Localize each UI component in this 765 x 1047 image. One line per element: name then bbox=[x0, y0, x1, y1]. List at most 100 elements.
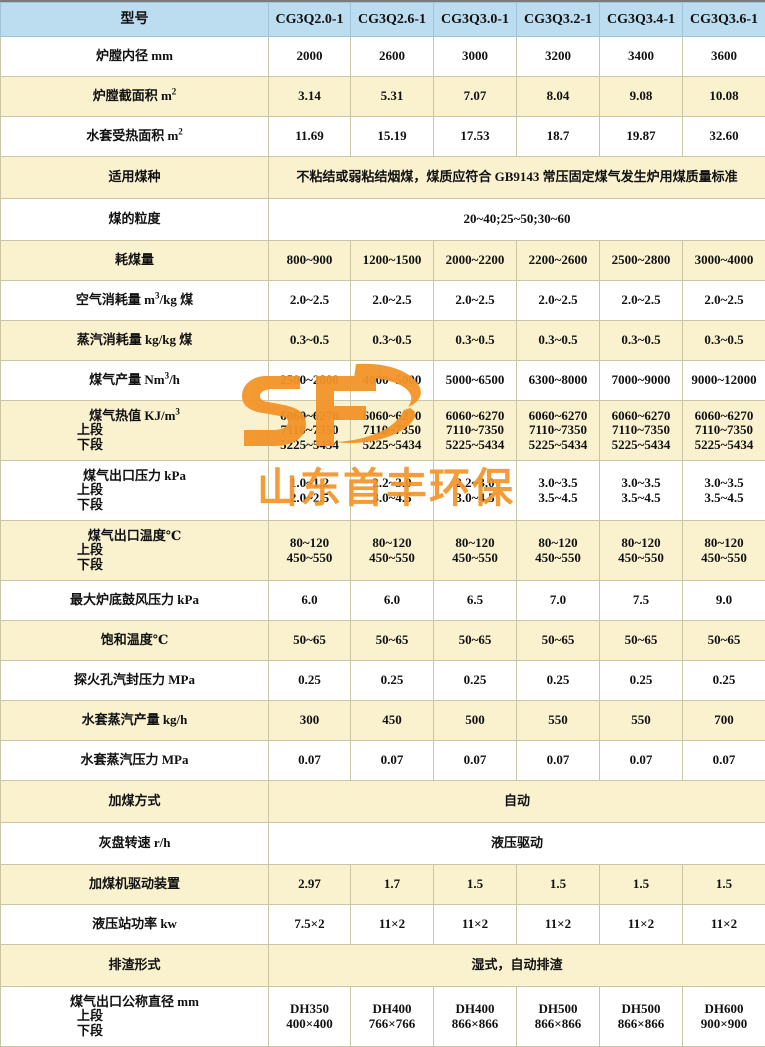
data-cell: 11×2 bbox=[351, 905, 434, 945]
row-label: 加煤机驱动装置 bbox=[1, 865, 269, 905]
row-label-line2: 上段 bbox=[3, 1009, 266, 1024]
table-row: 适用煤种不粘结或弱粘结烟煤，煤质应符合 GB9143 常压固定煤气发生炉用煤质量… bbox=[1, 157, 765, 199]
data-cell: 1.5 bbox=[600, 865, 683, 905]
data-cell: 300 bbox=[269, 701, 351, 741]
data-cell: 7.5×2 bbox=[269, 905, 351, 945]
row-label-line1: 煤气热值 KJ/m3 bbox=[3, 409, 266, 424]
data-cell: 2.0~2.5 bbox=[434, 281, 517, 321]
cell-value-lower: 866×866 bbox=[436, 1017, 514, 1032]
data-cell: 800~900 bbox=[269, 241, 351, 281]
data-cell: 0.3~0.5 bbox=[434, 321, 517, 361]
row-label-line1: 煤气出口公称直径 mm bbox=[3, 995, 266, 1010]
data-cell: 2.0~2.5 bbox=[269, 281, 351, 321]
data-cell: 5.31 bbox=[351, 77, 434, 117]
data-cell: 500 bbox=[434, 701, 517, 741]
header-model-5: CG3Q3.4-1 bbox=[600, 3, 683, 37]
cell-value-lower: 450~550 bbox=[602, 551, 680, 566]
data-cell: 2.0~2.5 bbox=[600, 281, 683, 321]
cell-value-lower: 5225~5434 bbox=[519, 438, 597, 453]
data-cell: 2200~2600 bbox=[517, 241, 600, 281]
row-label: 煤气产量 Nm3/h bbox=[1, 361, 269, 401]
data-cell: 2.0~2.5 bbox=[517, 281, 600, 321]
data-cell: 17.53 bbox=[434, 117, 517, 157]
cell-value-lower: 766×766 bbox=[353, 1017, 431, 1032]
cell-value-lower: 450~550 bbox=[436, 551, 514, 566]
data-cell: 8.04 bbox=[517, 77, 600, 117]
row-label: 灰盘转速 r/h bbox=[1, 823, 269, 865]
row-label-line3: 下段 bbox=[3, 558, 266, 573]
cell-value-lower: 5225~5434 bbox=[602, 438, 680, 453]
data-cell: 2500~2800 bbox=[600, 241, 683, 281]
data-cell: 0.25 bbox=[600, 661, 683, 701]
data-cell: 0.3~0.5 bbox=[683, 321, 765, 361]
row-label-line3: 下段 bbox=[3, 438, 266, 453]
data-cell: 50~65 bbox=[434, 621, 517, 661]
data-cell: 9.0 bbox=[683, 581, 765, 621]
data-cell: 0.25 bbox=[434, 661, 517, 701]
row-label: 液压站功率 kw bbox=[1, 905, 269, 945]
data-cell: 550 bbox=[600, 701, 683, 741]
data-cell: 7.07 bbox=[434, 77, 517, 117]
cell-value-mid: 7110~7350 bbox=[519, 423, 597, 438]
data-cell: 0.3~0.5 bbox=[517, 321, 600, 361]
cell-value-upper: 80~120 bbox=[685, 536, 763, 551]
data-cell: 50~65 bbox=[351, 621, 434, 661]
data-cell: 2.0~2.5 bbox=[351, 281, 434, 321]
cell-value-upper: DH500 bbox=[602, 1002, 680, 1017]
row-label-line1: 煤气出口压力 kPa bbox=[3, 469, 266, 484]
data-cell: 0.07 bbox=[351, 741, 434, 781]
data-cell: 3200 bbox=[517, 37, 600, 77]
data-cell: 0.25 bbox=[683, 661, 765, 701]
cell-value-lower: 3.0~4.5 bbox=[353, 491, 431, 506]
data-cell: 11×2 bbox=[683, 905, 765, 945]
cell-value-upper: DH600 bbox=[685, 1002, 763, 1017]
cell-value-upper: 6060~6270 bbox=[602, 409, 680, 424]
data-cell: 50~65 bbox=[683, 621, 765, 661]
cell-value-lower: 3.0~4.5 bbox=[436, 491, 514, 506]
row-label: 水套蒸汽压力 MPa bbox=[1, 741, 269, 781]
data-cell: 50~65 bbox=[600, 621, 683, 661]
cell-value-upper: 6060~6270 bbox=[353, 409, 431, 424]
cell-value-lower: 5225~5434 bbox=[353, 438, 431, 453]
cell-value-mid: 7110~7350 bbox=[271, 423, 348, 438]
header-model-2: CG3Q2.6-1 bbox=[351, 3, 434, 37]
data-cell: 11.69 bbox=[269, 117, 351, 157]
row-label-line2: 上段 bbox=[3, 483, 266, 498]
merged-value-cell: 20~40;25~50;30~60 bbox=[269, 199, 765, 241]
row-label: 水套受热面积 m2 bbox=[1, 117, 269, 157]
data-cell: 2500~2800 bbox=[269, 361, 351, 401]
cell-value-mid: 7110~7350 bbox=[436, 423, 514, 438]
cell-value-upper: 3.0~3.5 bbox=[519, 476, 597, 491]
row-label-line2: 上段 bbox=[3, 423, 266, 438]
data-cell: 3000~4000 bbox=[683, 241, 765, 281]
data-cell: 6.0 bbox=[351, 581, 434, 621]
merged-value-cell: 不粘结或弱粘结烟煤，煤质应符合 GB9143 常压固定煤气发生炉用煤质量标准 bbox=[269, 157, 765, 199]
cell-value-upper: 80~120 bbox=[519, 536, 597, 551]
cell-value-upper: DH350 bbox=[271, 1002, 348, 1017]
cell-value-upper: DH400 bbox=[436, 1002, 514, 1017]
data-cell: 0.25 bbox=[351, 661, 434, 701]
table-row: 加煤方式自动 bbox=[1, 781, 765, 823]
cell-value-upper: DH400 bbox=[353, 1002, 431, 1017]
